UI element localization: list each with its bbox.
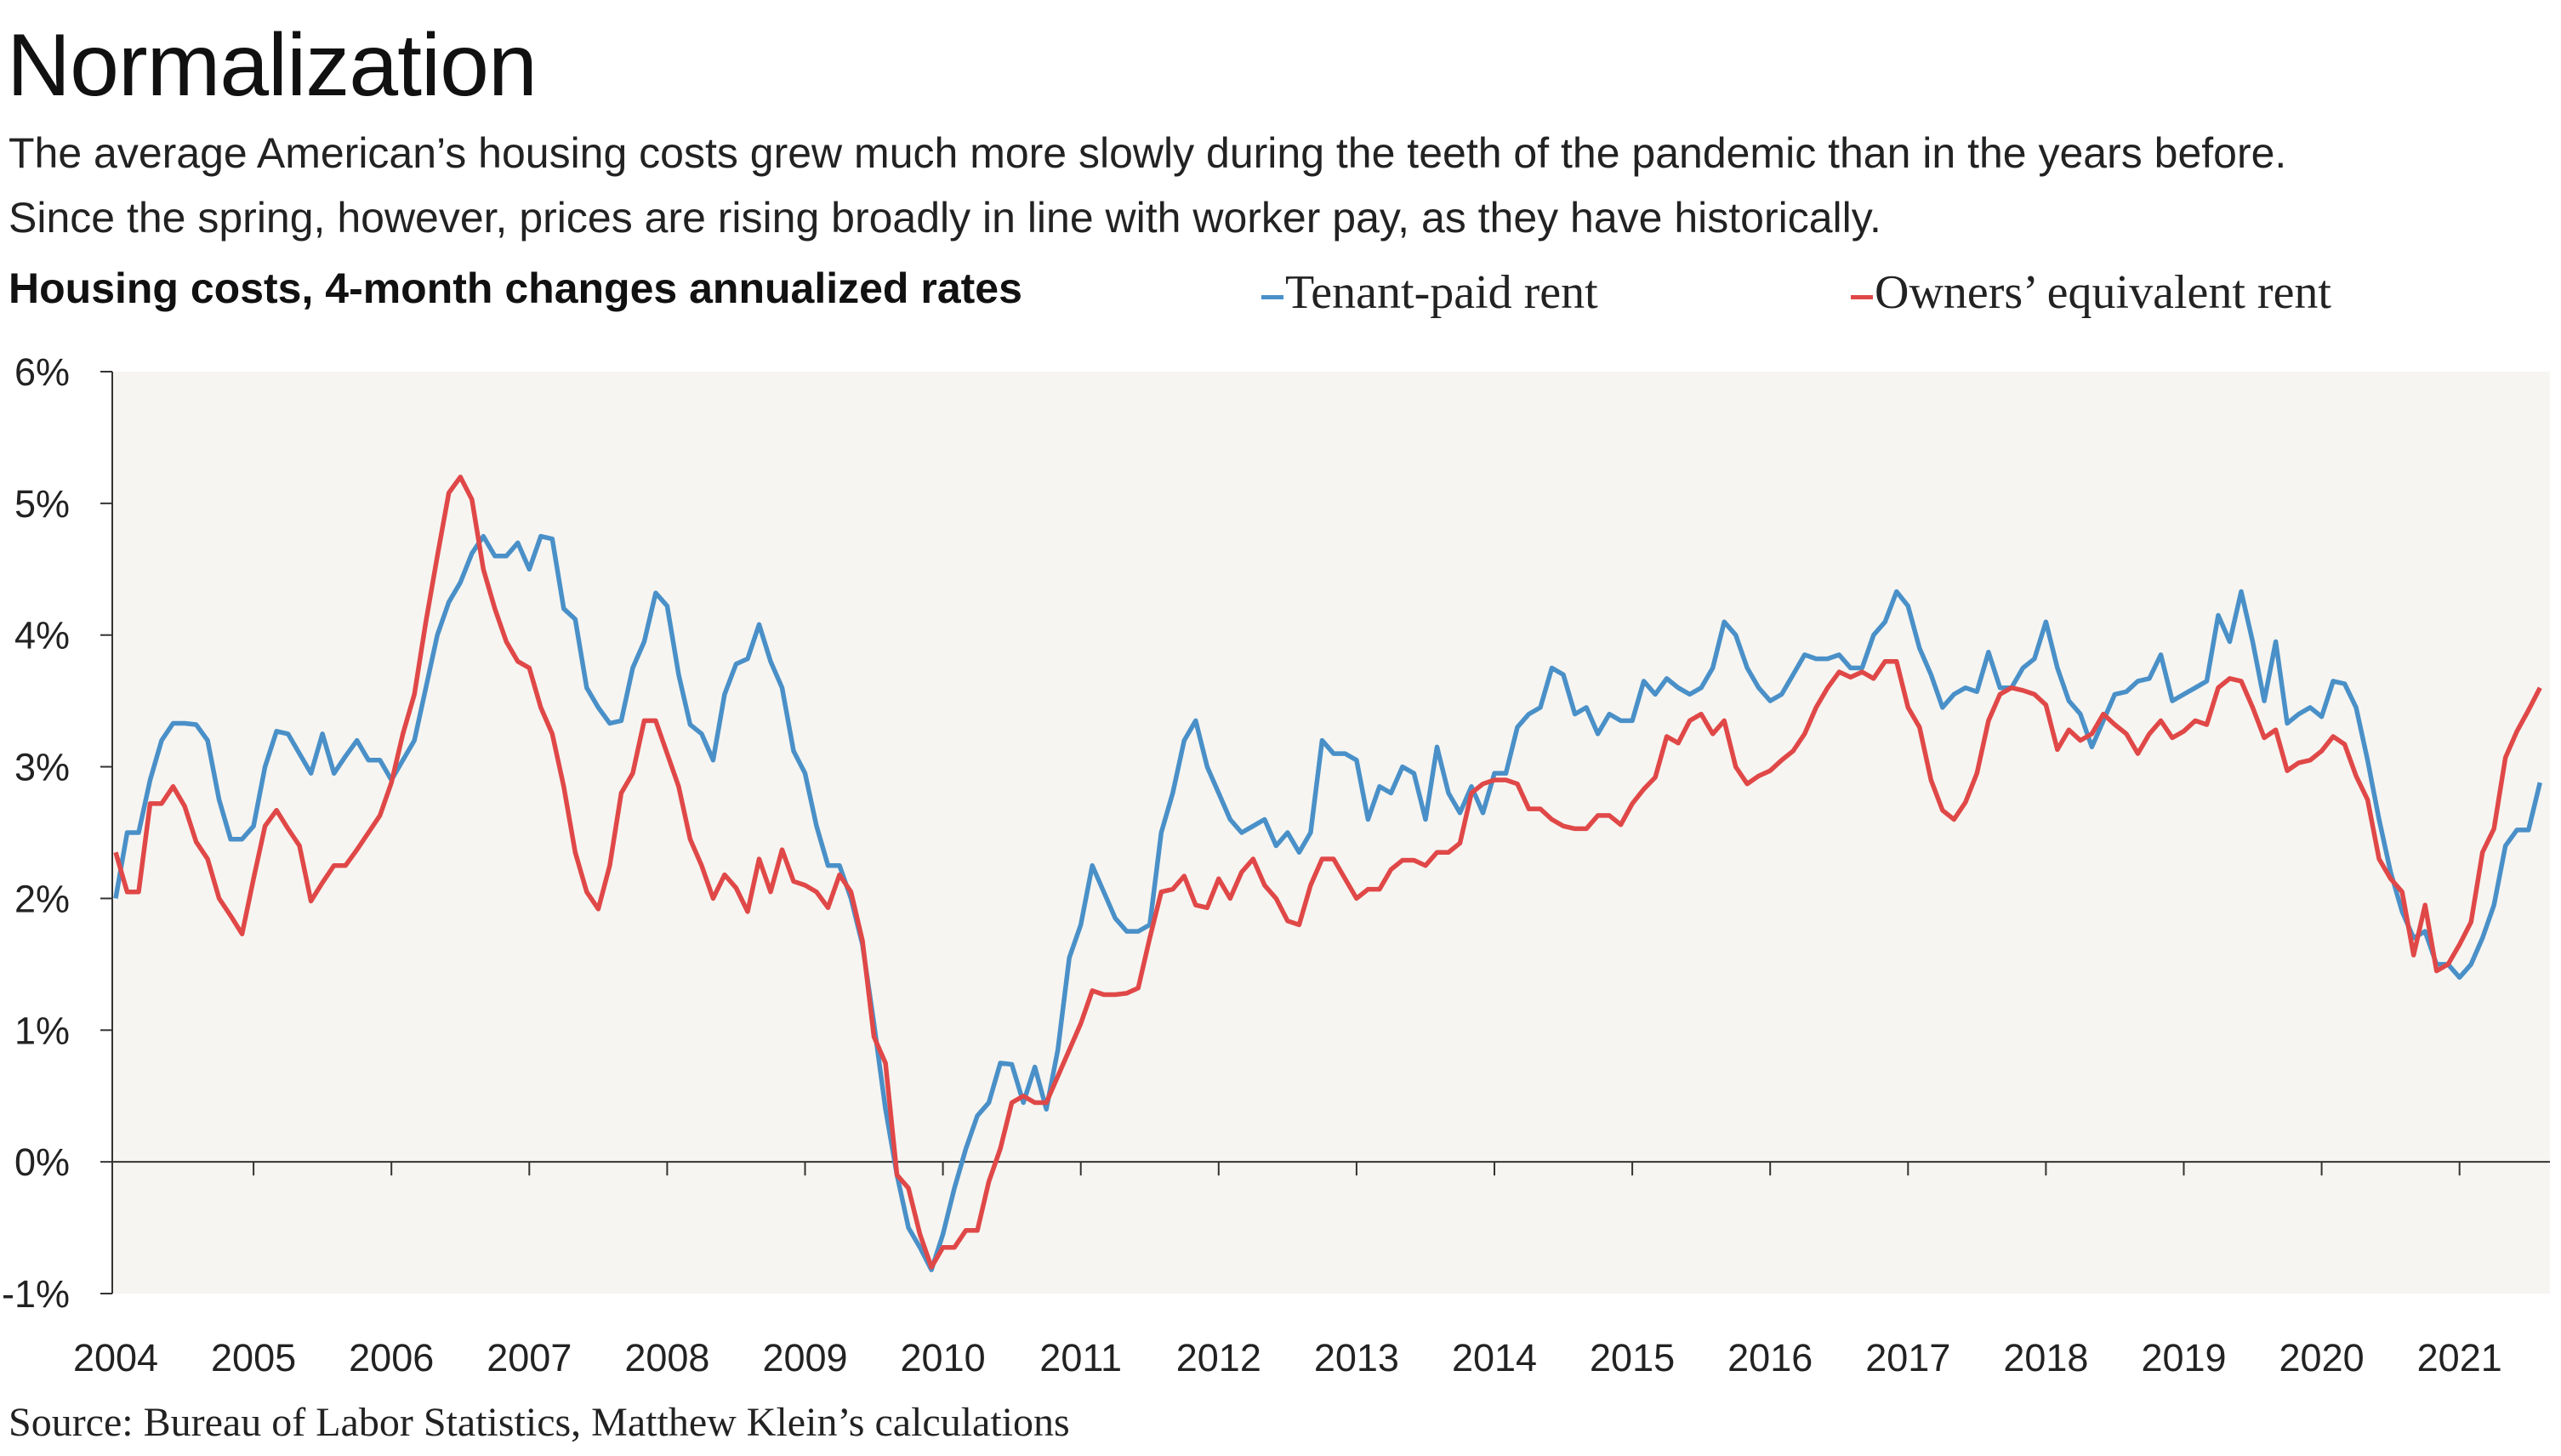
x-tick-label: 2021 [2417,1336,2502,1379]
x-tick-label: 2015 [1590,1336,1675,1379]
x-tick-label: 2010 [901,1336,986,1379]
y-tick-label: 4% [14,614,70,657]
x-tick-label: 2012 [1176,1336,1261,1379]
x-tick-label: 2013 [1314,1336,1399,1379]
chart-subtitle: The average American’s housing costs gre… [9,121,2552,250]
legend-label: Tenant-paid rent [1285,266,1598,319]
x-tick-label: 2007 [487,1336,572,1379]
y-tick-label: 1% [14,1009,70,1052]
series-line-tenant-paid-rent [113,533,2542,1272]
x-tick-label: 2004 [73,1336,158,1379]
x-tick-label: 2011 [1039,1336,1122,1379]
x-tick-label: 2009 [762,1336,847,1379]
legend-label: Owners’ equivalent rent [1875,266,2331,319]
legend-item-tenant: Tenant-paid rent [1261,265,1598,320]
subtitle-line: Since the spring, however, prices are ri… [9,194,1881,242]
plot-area [112,372,2550,1294]
x-tick-label: 2019 [2141,1336,2226,1379]
x-tick-label: 2016 [1727,1336,1813,1379]
x-tick-label: 2006 [349,1336,434,1379]
y-tick-label: 2% [14,877,70,920]
y-tick-label: 6% [14,350,70,394]
legend-swatch [1261,294,1283,299]
y-tick-label: -1% [2,1272,70,1316]
source-note: Source: Bureau of Labor Statistics, Matt… [9,1400,1070,1445]
legend-swatch [1851,294,1873,299]
series-line-owners-equivalent-rent [113,475,2542,1270]
x-tick-label: 2005 [211,1336,296,1379]
x-tick-label: 2008 [624,1336,709,1379]
x-tick-label: 2014 [1452,1336,1537,1379]
chart-heading: Housing costs, 4-month changes annualize… [9,264,1022,312]
x-tick-label: 2018 [2003,1336,2088,1379]
x-tick-label: 2020 [2279,1336,2365,1379]
legend-item-owners: Owners’ equivalent rent [1851,265,2331,320]
subtitle-line: The average American’s housing costs gre… [9,129,2287,177]
x-tick-label: 2017 [1865,1336,1950,1379]
y-tick-label: 5% [14,482,70,526]
y-tick-label: 3% [14,746,70,789]
chart-title: Normalization [7,16,538,115]
y-tick-label: 0% [14,1140,70,1184]
